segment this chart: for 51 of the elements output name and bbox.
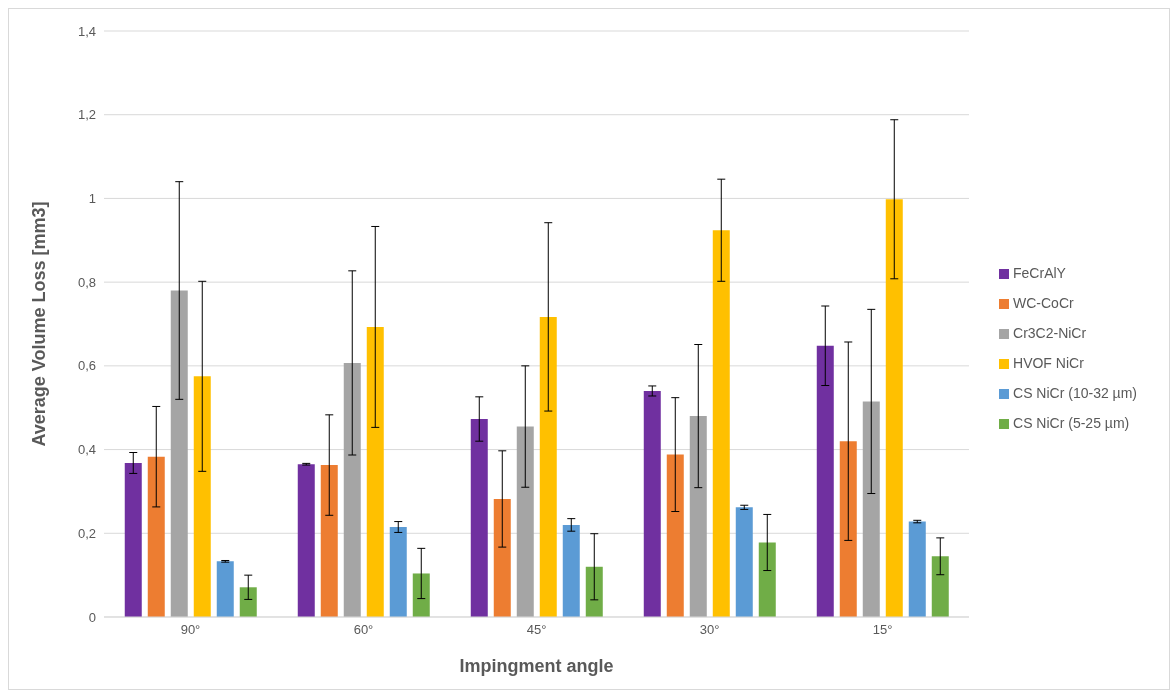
- bar: [216, 561, 234, 617]
- bar: [389, 527, 407, 617]
- legend-label: FeCrAlY: [1013, 265, 1066, 281]
- bar: [885, 199, 903, 617]
- bar: [493, 498, 511, 617]
- bar: [735, 507, 753, 617]
- bar: [516, 426, 534, 617]
- bar: [931, 556, 949, 617]
- y-tick-label: 0,6: [77, 358, 96, 374]
- bar: [862, 401, 880, 617]
- y-tick-label: 1: [88, 191, 96, 207]
- x-tick-label: 90°: [180, 622, 201, 638]
- x-tick-label: 15°: [872, 622, 893, 638]
- bar: [585, 566, 603, 617]
- legend-label: CS NiCr (10-32 µm): [1013, 385, 1137, 401]
- legend-label: HVOF NiCr: [1013, 355, 1084, 371]
- y-axis-title: Average Volume Loss [mm3]: [29, 201, 50, 447]
- bar: [124, 462, 142, 617]
- y-tick-label: 0,4: [77, 442, 96, 458]
- bar: [320, 465, 338, 617]
- bar: [908, 521, 926, 617]
- y-tick-label: 0,8: [77, 274, 96, 290]
- bar: [343, 362, 361, 617]
- bar: [366, 326, 384, 617]
- bar: [239, 587, 257, 617]
- bar: [147, 456, 165, 617]
- y-tick-label: 0: [88, 609, 96, 625]
- y-tick-label: 0,2: [77, 525, 96, 541]
- legend-label: CS NiCr (5-25 µm): [1013, 415, 1130, 431]
- legend-label: Cr3C2-NiCr: [1013, 325, 1087, 341]
- bar: [539, 316, 557, 617]
- y-tick-label: 1,4: [77, 23, 96, 39]
- bar: [297, 464, 315, 617]
- x-tick-label: 60°: [353, 622, 374, 638]
- bar: [412, 573, 430, 617]
- legend-label: WC-CoCr: [1013, 295, 1074, 311]
- bar: [470, 419, 488, 617]
- bar: [758, 542, 776, 617]
- y-tick-label: 1,2: [77, 107, 96, 123]
- bar: [643, 390, 661, 617]
- bar: [689, 416, 707, 617]
- x-tick-label: 45°: [526, 622, 547, 638]
- bar: [170, 290, 188, 617]
- bar: [712, 230, 730, 617]
- bar: [562, 524, 580, 617]
- bar: [193, 376, 211, 617]
- bar: [839, 441, 857, 617]
- x-axis-title: Impingment angle: [459, 656, 614, 676]
- x-tick-label: 30°: [699, 622, 720, 638]
- bar: [666, 454, 684, 617]
- bar: [816, 345, 834, 617]
